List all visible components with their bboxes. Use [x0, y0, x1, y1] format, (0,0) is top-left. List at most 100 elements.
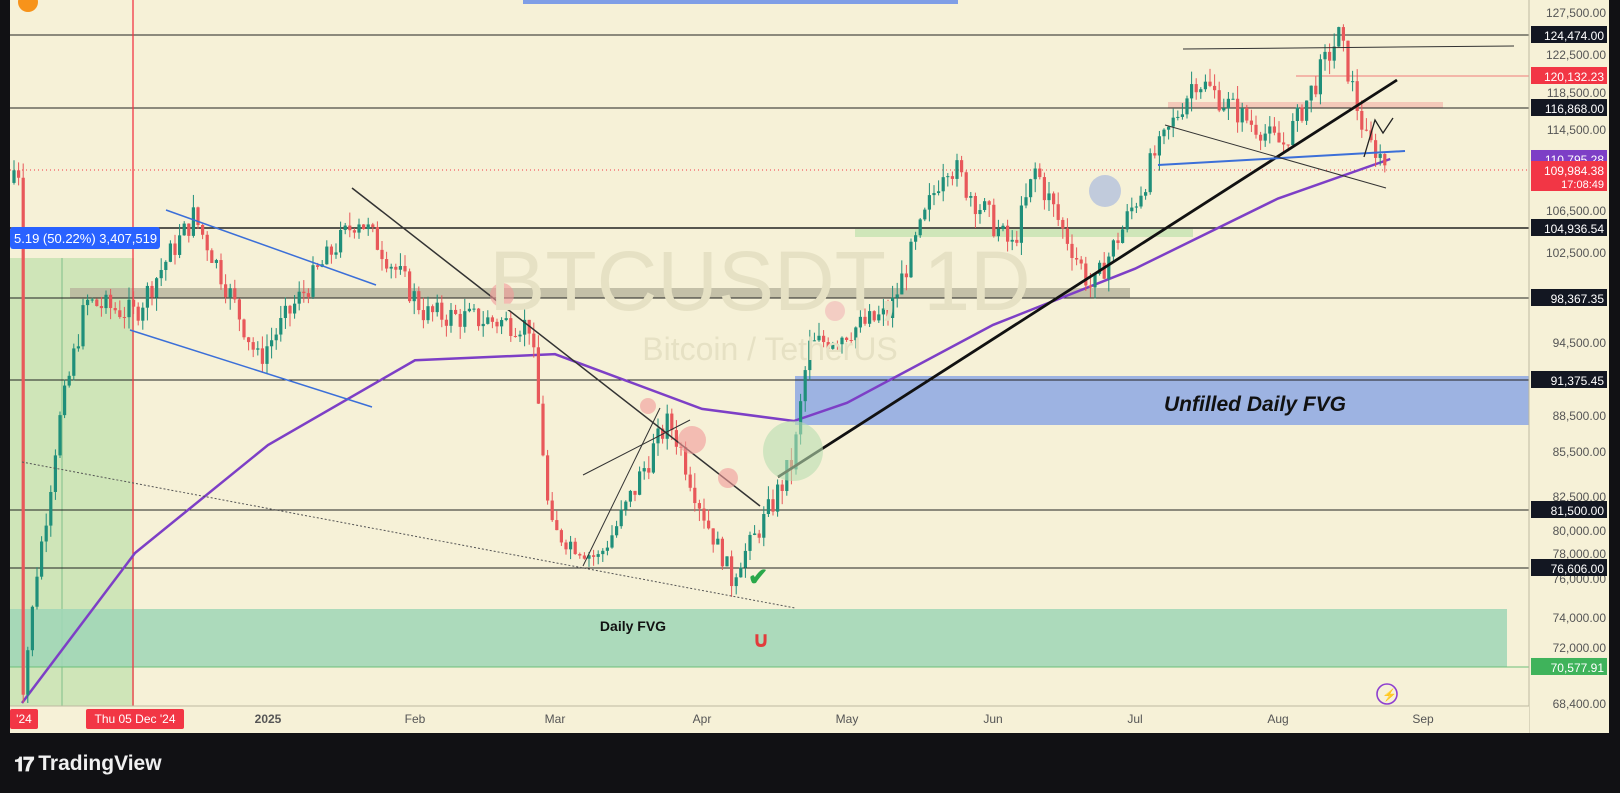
candle-body-293: [1360, 110, 1364, 130]
level-tag-label-6: 81,500.00: [1551, 504, 1605, 518]
candle-body-244: [1134, 206, 1138, 208]
candle-body-129: [605, 547, 609, 551]
candle-body-106: [500, 320, 504, 327]
y-tick-label-15: 68,400.00: [1553, 697, 1607, 711]
level-tag-5: [1531, 370, 1607, 388]
candle-body-120: [564, 542, 568, 550]
candle-body-189: [881, 308, 885, 315]
candle-body-96: [454, 309, 458, 314]
price-axis-panel[interactable]: [1529, 0, 1620, 733]
candle-body-200: [932, 193, 936, 196]
candle-body-206: [960, 160, 964, 173]
candle-body-262: [1217, 90, 1221, 111]
candle-body-290: [1346, 40, 1350, 82]
candle-body-260: [1208, 81, 1212, 86]
candle-body-152: [711, 528, 715, 545]
y-tick-label-2: 118,500.00: [1547, 86, 1606, 100]
candle-body-52: [251, 342, 255, 350]
candle-body-216: [1006, 225, 1010, 242]
time-axis-panel[interactable]: [0, 706, 1529, 733]
candle-body-218: [1015, 239, 1019, 243]
candle-body-32: [159, 269, 163, 279]
candle-body-133: [624, 501, 628, 510]
candle-body-257: [1194, 84, 1198, 93]
candle-body-50: [242, 319, 246, 338]
candle-body-220: [1024, 197, 1028, 206]
candle-body-294: [1364, 129, 1368, 131]
candle-body-58: [279, 318, 283, 335]
candle-body-10: [58, 415, 62, 456]
candle-body-124: [582, 555, 586, 559]
candle-body-272: [1263, 133, 1267, 141]
candle-body-241: [1121, 229, 1125, 243]
candle-body-268: [1245, 108, 1249, 121]
candle-body-177: [826, 342, 830, 349]
candle-body-56: [270, 340, 274, 347]
candle-body-176: [822, 335, 826, 343]
candle-body-246: [1144, 192, 1148, 196]
candle-body-154: [720, 538, 724, 567]
candle-body-266: [1236, 98, 1240, 123]
candle-body-276: [1282, 142, 1286, 145]
candle-body-282: [1309, 85, 1313, 101]
candle-body-151: [707, 520, 711, 529]
candle-body-95: [449, 309, 453, 326]
tradingview-brand[interactable]: 𝟏𝟕 TradingView: [14, 752, 162, 776]
candle-body-298: [1383, 154, 1387, 166]
x-tick-label-4: Mar: [545, 712, 566, 726]
candle-body-91: [431, 306, 435, 313]
candle-body-291: [1351, 81, 1355, 83]
candle-body-158: [739, 567, 743, 578]
candle-body-289: [1341, 27, 1345, 41]
candle-body-21: [109, 294, 113, 308]
candle-body-25: [127, 299, 131, 318]
candle-body-110: [518, 334, 522, 337]
candle-body-245: [1139, 195, 1143, 207]
candle-body-20: [104, 294, 108, 309]
candle-body-45: [219, 260, 223, 285]
candle-body-109: [513, 335, 517, 337]
candle-body-178: [831, 344, 835, 349]
level-tag-label-7: 76,606.00: [1551, 562, 1605, 576]
candle-body-172: [803, 370, 807, 402]
candle-body-117: [550, 500, 554, 521]
candle-body-171: [799, 401, 803, 435]
candle-body-130: [610, 535, 614, 548]
y-tick-label-11: 78,000.00: [1553, 547, 1607, 561]
candle-body-180: [840, 337, 844, 345]
level-tag-label-0: 124,474.00: [1544, 29, 1604, 43]
candle-body-234: [1088, 285, 1092, 288]
candle-body-270: [1254, 124, 1258, 135]
x-tag-0: [10, 709, 38, 729]
candle-body-72: [343, 225, 347, 230]
candle-body-201: [937, 191, 941, 194]
y-tick-label-9: 82,500.00: [1553, 490, 1607, 504]
candle-body-164: [766, 499, 770, 515]
candle-body-119: [559, 530, 563, 543]
candle-body-22: [113, 307, 117, 311]
candle-body-84: [398, 266, 402, 270]
candle-body-132: [619, 509, 623, 527]
candle-body-54: [260, 348, 264, 364]
candle-body-111: [523, 319, 527, 335]
unfilled-fvg-label: Unfilled Daily FVG: [1164, 393, 1346, 416]
candle-body-181: [845, 337, 849, 340]
candle-body-104: [490, 317, 494, 322]
x-tick-label-2: 2025: [255, 712, 282, 726]
candle-body-34: [168, 243, 172, 262]
candle-body-38: [187, 223, 191, 236]
candle-body-194: [904, 273, 908, 278]
candle-body-53: [256, 348, 260, 350]
candle-body-286: [1328, 51, 1332, 61]
top-range-line: [1182, 45, 1515, 50]
candle-body-236: [1098, 262, 1102, 274]
candle-body-205: [955, 160, 959, 179]
candle-body-41: [201, 225, 205, 235]
wedge-upper-line: [582, 419, 691, 476]
candle-body-80: [380, 249, 384, 260]
candle-body-156: [730, 556, 734, 587]
candle-body-204: [950, 176, 954, 179]
candle-body-142: [665, 413, 669, 439]
lightning-glyph: ⚡: [1382, 688, 1397, 702]
candle-body-7: [44, 525, 48, 542]
